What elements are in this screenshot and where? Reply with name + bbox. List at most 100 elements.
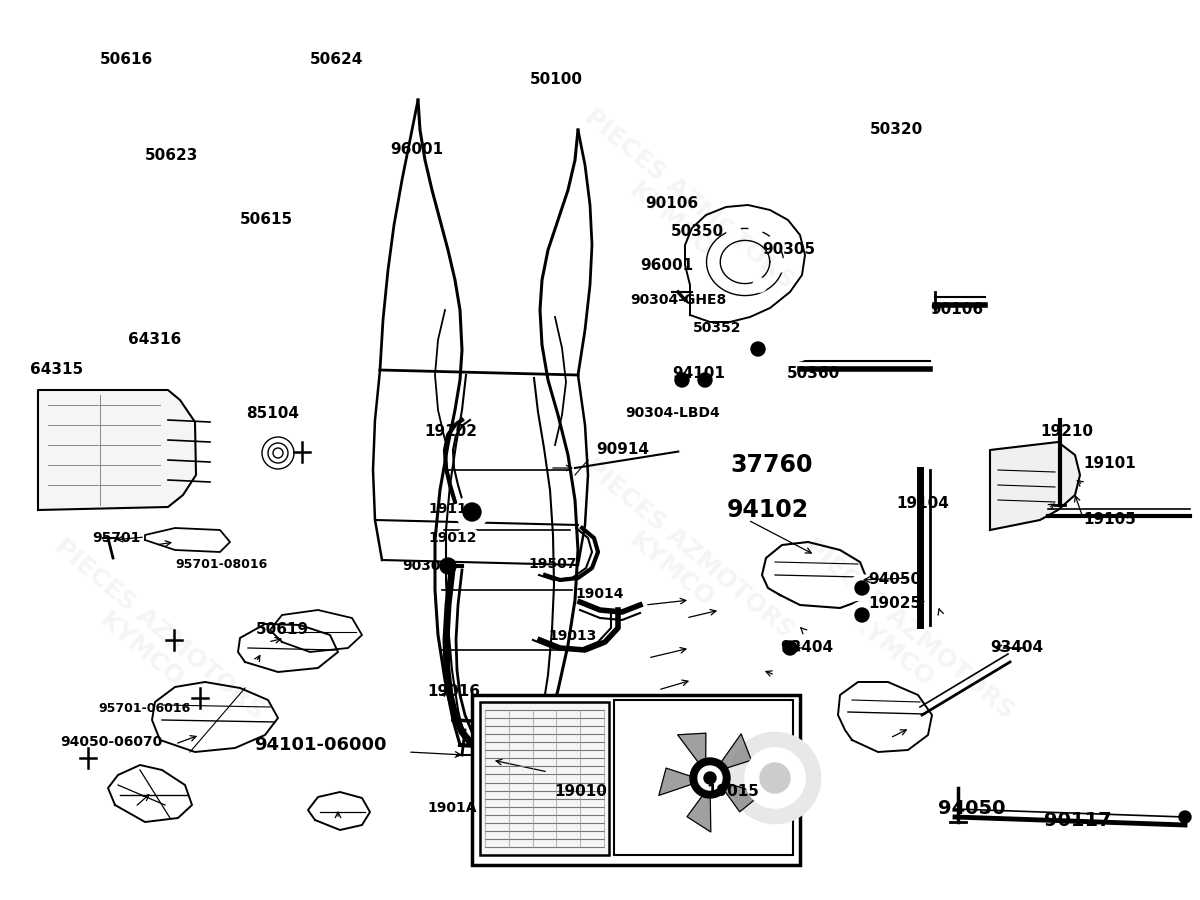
Circle shape <box>690 758 730 798</box>
Circle shape <box>766 337 790 361</box>
Text: 50623: 50623 <box>145 148 198 163</box>
Circle shape <box>746 337 770 361</box>
Text: 90106: 90106 <box>646 195 698 211</box>
Polygon shape <box>710 734 751 778</box>
Circle shape <box>668 366 696 394</box>
Text: 96001: 96001 <box>640 257 694 273</box>
Text: 90304-GHE8: 90304-GHE8 <box>630 293 726 307</box>
Circle shape <box>704 772 716 784</box>
Text: 19012: 19012 <box>428 531 476 545</box>
Circle shape <box>642 710 778 846</box>
Text: 96001: 96001 <box>390 142 443 157</box>
Polygon shape <box>38 390 196 510</box>
Text: 64316: 64316 <box>128 332 181 347</box>
Text: 90117: 90117 <box>1044 811 1111 830</box>
Text: 90305: 90305 <box>762 241 815 256</box>
Text: 90304-LBD4: 90304-LBD4 <box>625 406 720 420</box>
Circle shape <box>706 337 730 361</box>
Text: 93404: 93404 <box>780 641 833 655</box>
Circle shape <box>698 766 722 790</box>
Circle shape <box>691 366 719 394</box>
Polygon shape <box>990 442 1080 530</box>
Text: 19014: 19014 <box>575 587 624 601</box>
Circle shape <box>754 278 767 292</box>
Circle shape <box>773 258 787 272</box>
Circle shape <box>760 763 790 793</box>
Bar <box>480 702 610 855</box>
Text: 95701-06016: 95701-06016 <box>98 703 191 716</box>
Circle shape <box>1178 811 1190 823</box>
Text: 94101-06000: 94101-06000 <box>254 736 386 754</box>
Text: 19102: 19102 <box>424 425 478 439</box>
Text: PIECES AZMOTORS
KYMCO: PIECES AZMOTORS KYMCO <box>562 104 798 315</box>
Circle shape <box>776 634 804 662</box>
Circle shape <box>727 225 742 239</box>
Text: 19104: 19104 <box>896 496 949 510</box>
Circle shape <box>751 342 766 356</box>
Circle shape <box>674 373 689 387</box>
Polygon shape <box>659 768 710 796</box>
Circle shape <box>680 442 696 458</box>
Text: 64315: 64315 <box>30 363 83 377</box>
Text: 90301: 90301 <box>402 559 450 573</box>
Text: 37760: 37760 <box>730 453 812 477</box>
Text: 90106: 90106 <box>930 302 983 318</box>
Circle shape <box>647 715 773 841</box>
Text: 50350: 50350 <box>671 224 724 239</box>
Circle shape <box>256 431 300 475</box>
Text: 50624: 50624 <box>310 52 364 68</box>
Circle shape <box>749 221 763 235</box>
Circle shape <box>456 528 480 552</box>
Text: 19025: 19025 <box>868 597 922 611</box>
Circle shape <box>463 503 481 521</box>
Circle shape <box>768 235 782 249</box>
Circle shape <box>698 373 712 387</box>
Text: 90914: 90914 <box>596 442 649 456</box>
Circle shape <box>854 608 869 622</box>
Text: 1901A: 1901A <box>427 801 476 815</box>
Circle shape <box>854 581 869 595</box>
Text: PIECES AZMOTORS
KYMCO: PIECES AZMOTORS KYMCO <box>31 535 269 745</box>
Text: 19105: 19105 <box>1084 511 1136 526</box>
Text: 95701: 95701 <box>92 531 140 545</box>
Text: PIECES AZMOTORS
KYMCO: PIECES AZMOTORS KYMCO <box>781 535 1019 745</box>
Circle shape <box>982 638 1002 658</box>
Text: 19111: 19111 <box>428 502 476 516</box>
Text: 94101: 94101 <box>672 365 725 381</box>
Circle shape <box>726 337 750 361</box>
Text: PIECES AZMOTORS
KYMCO: PIECES AZMOTORS KYMCO <box>562 454 798 665</box>
Text: 19013: 19013 <box>548 629 596 643</box>
Circle shape <box>850 602 875 628</box>
Circle shape <box>456 496 488 528</box>
Text: 50352: 50352 <box>694 321 742 335</box>
Polygon shape <box>710 778 762 812</box>
Polygon shape <box>478 726 498 760</box>
Text: 50360: 50360 <box>787 365 840 381</box>
Text: 85104: 85104 <box>246 406 299 420</box>
Circle shape <box>784 641 797 655</box>
Circle shape <box>786 337 810 361</box>
Circle shape <box>745 748 805 808</box>
Polygon shape <box>678 734 710 778</box>
Text: 93404: 93404 <box>990 641 1043 655</box>
Polygon shape <box>688 778 710 832</box>
Circle shape <box>850 575 875 601</box>
Text: 19210: 19210 <box>1040 424 1093 438</box>
Bar <box>472 695 800 865</box>
Text: 50615: 50615 <box>240 212 293 228</box>
Text: 50320: 50320 <box>870 122 923 138</box>
Text: 94050: 94050 <box>868 572 922 587</box>
Text: 19016: 19016 <box>427 685 480 699</box>
Text: 50616: 50616 <box>100 52 154 68</box>
Text: 50100: 50100 <box>530 73 583 87</box>
Text: 94102: 94102 <box>727 498 809 522</box>
Text: 19010: 19010 <box>554 784 607 798</box>
Text: 19101: 19101 <box>1084 456 1135 472</box>
Bar <box>614 700 793 855</box>
Circle shape <box>730 733 820 823</box>
Text: 95701-08016: 95701-08016 <box>175 557 268 571</box>
Circle shape <box>440 558 456 574</box>
Text: 19015: 19015 <box>706 784 758 798</box>
Circle shape <box>712 364 744 396</box>
Text: 94050: 94050 <box>938 798 1006 817</box>
